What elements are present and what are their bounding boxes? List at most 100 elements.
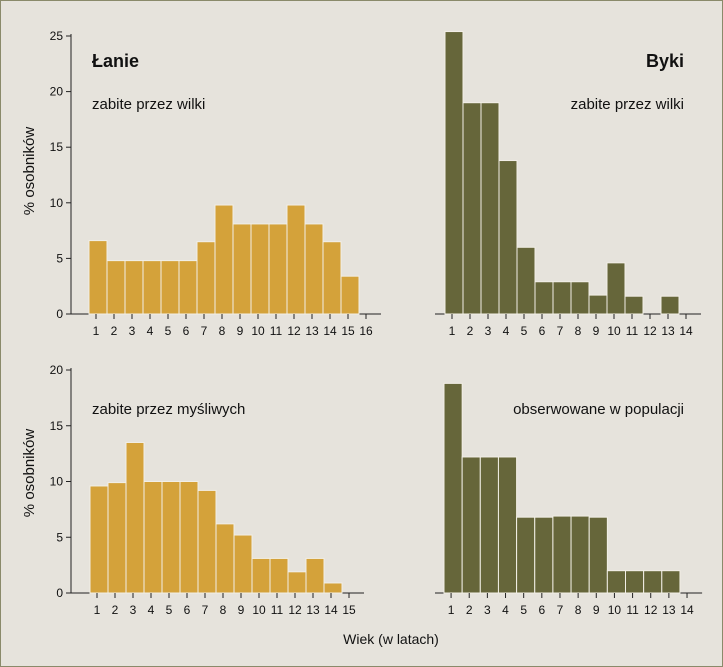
panel-hinds-hunters-bar <box>161 481 181 594</box>
panel-stags-population-x-tick-label: 14 <box>680 603 694 617</box>
panel-hinds-wolves-bar <box>232 223 252 315</box>
panel-stags-wolves-bar <box>516 246 536 315</box>
panel-hinds-hunters-x-tick-label: 9 <box>238 603 245 617</box>
panel-hinds-wolves-bar <box>286 204 306 315</box>
panel-stags-population-bar <box>461 456 481 594</box>
x-axis-title: Wiek (w latach) <box>343 631 439 647</box>
panel-stags-wolves-x-tick-label: 12 <box>643 324 657 338</box>
panel-hinds-hunters-x-tick-label: 3 <box>130 603 137 617</box>
panel-stags-population-bar <box>516 516 536 594</box>
panel-hinds-hunters-bar <box>251 557 271 594</box>
panel-hinds-hunters-bar <box>323 582 343 594</box>
panel-stags-population-bar <box>552 515 572 594</box>
panel-hinds-wolves-bar <box>214 204 234 315</box>
panel-stags-population-bar <box>643 570 663 594</box>
panel-stags-population-x-tick-label: 8 <box>575 603 582 617</box>
panel-stags-population-subtitle: obserwowane w populacji <box>513 401 684 418</box>
panel-stags-population-bar <box>479 456 499 594</box>
panel-stags-wolves-x-tick-label: 9 <box>593 324 600 338</box>
panel-stags-population-x-tick-label: 6 <box>538 603 545 617</box>
panel-stags-wolves-x-tick-label: 2 <box>467 324 474 338</box>
panel-hinds-hunters-x-tick-label: 1 <box>94 603 101 617</box>
panel-stags-wolves-bar <box>444 31 464 315</box>
panel-hinds-wolves-y-tick-label: 15 <box>50 140 64 154</box>
panel-stags-wolves-bar <box>624 295 644 315</box>
panel-stags-wolves-bar <box>552 281 572 315</box>
panel-stags-wolves-bar <box>480 102 500 315</box>
panel-stags-population-bar <box>606 570 626 594</box>
panel-stags-wolves-x-tick-label: 5 <box>521 324 528 338</box>
panel-hinds-hunters-bar <box>269 557 289 594</box>
panel-stags-population-x-tick-label: 2 <box>466 603 473 617</box>
panel-hinds-hunters-x-tick-label: 5 <box>166 603 173 617</box>
panel-hinds-hunters-bar <box>107 482 127 594</box>
panel-hinds-hunters-bar <box>179 481 199 594</box>
panel-hinds-wolves-y-tick-label: 5 <box>56 251 63 265</box>
panel-stags-population-bar <box>570 515 590 594</box>
panel-hinds-wolves-y-axis-title: % osobników <box>21 127 38 216</box>
panel-hinds-hunters-x-tick-label: 4 <box>148 603 155 617</box>
panel-hinds-hunters-x-tick-label: 14 <box>324 603 338 617</box>
panel-hinds-hunters-y-axis-title: % osobników <box>21 429 38 518</box>
panel-hinds-wolves-bar <box>106 260 126 315</box>
panel-hinds-wolves-x-tick-label: 16 <box>359 324 373 338</box>
panel-hinds-wolves-bar <box>196 241 216 315</box>
panel-hinds-hunters-subtitle: zabite przez myśliwych <box>92 401 245 418</box>
panel-stags-population-bar <box>534 516 554 594</box>
panel-stags-population-bar <box>497 456 518 594</box>
panel-hinds-wolves-x-tick-label: 3 <box>129 324 136 338</box>
panel-stags-population-x-tick-label: 5 <box>520 603 527 617</box>
panel-hinds-wolves-x-tick-label: 12 <box>287 324 301 338</box>
panel-stags-wolves-x-tick-label: 7 <box>557 324 564 338</box>
panel-stags-population-x-tick-label: 9 <box>593 603 600 617</box>
panel-hinds-wolves-bar <box>322 241 342 315</box>
panel-hinds-hunters-bar <box>215 523 235 594</box>
panel-hinds-wolves-bar <box>88 240 108 315</box>
panel-hinds-wolves-subtitle: zabite przez wilki <box>92 96 205 113</box>
panel-hinds-wolves-x-tick-label: 1 <box>93 324 100 338</box>
panel-stags-wolves-x-tick-label: 6 <box>539 324 546 338</box>
panel-stags-population-x-tick-label: 12 <box>644 603 658 617</box>
panel-hinds-wolves-x-tick-label: 11 <box>270 324 283 338</box>
panel-hinds-hunters-bar <box>89 485 109 594</box>
panel-hinds-hunters-x-tick-label: 15 <box>342 603 356 617</box>
panel-hinds-hunters-y-tick-label: 15 <box>50 419 64 433</box>
panel-hinds-wolves-x-tick-label: 9 <box>237 324 244 338</box>
panel-hinds-hunters-y-tick-label: 0 <box>56 586 63 600</box>
panel-hinds-hunters-x-tick-label: 11 <box>271 603 284 617</box>
panel-hinds-hunters-x-tick-label: 2 <box>112 603 119 617</box>
panel-stags-wolves-subtitle: zabite przez wilki <box>571 96 684 113</box>
panel-stags-wolves-title: Byki <box>646 51 684 71</box>
panel-hinds-wolves-y-tick-label: 10 <box>50 196 64 210</box>
panel-stags-population-x-tick-label: 7 <box>557 603 564 617</box>
panel-hinds-hunters-bar <box>143 481 163 594</box>
panel-hinds-wolves-bar <box>340 275 360 315</box>
panel-stags-wolves-bar <box>462 102 482 315</box>
panel-hinds-hunters-bar <box>287 571 307 594</box>
panel-hinds-wolves-x-tick-label: 8 <box>219 324 226 338</box>
panel-hinds-wolves-bar <box>268 223 288 315</box>
panel-hinds-wolves-x-tick-label: 15 <box>341 324 355 338</box>
panel-stags-wolves-x-tick-label: 3 <box>485 324 492 338</box>
panel-stags-wolves-x-tick-label: 13 <box>661 324 675 338</box>
panel-hinds-wolves-title: Łanie <box>92 51 139 71</box>
panel-hinds-hunters-y-tick-label: 20 <box>50 363 64 377</box>
panel-stags-population-x-tick-label: 10 <box>608 603 622 617</box>
panel-hinds-wolves-bar <box>178 260 198 315</box>
panel-hinds-hunters-x-tick-label: 12 <box>288 603 302 617</box>
panel-hinds-hunters-x-tick-label: 8 <box>220 603 227 617</box>
panel-hinds-hunters-x-tick-label: 13 <box>306 603 320 617</box>
panel-hinds-hunters-bar <box>197 489 217 594</box>
panel-hinds-hunters-y-tick-label: 10 <box>50 475 64 489</box>
panel-hinds-wolves-y-tick-label: 25 <box>50 29 64 43</box>
panel-hinds-hunters-x-tick-label: 10 <box>252 603 266 617</box>
panel-stags-wolves-bar <box>660 295 680 315</box>
panel-stags-wolves-bar <box>588 294 608 315</box>
panel-stags-population-x-tick-label: 11 <box>626 603 639 617</box>
panel-hinds-wolves-bar <box>250 223 270 315</box>
panel-hinds-hunters-bar <box>125 441 145 594</box>
panel-stags-wolves-x-tick-label: 1 <box>449 324 456 338</box>
panel-stags-wolves-x-tick-label: 4 <box>503 324 510 338</box>
panel-stags-wolves-bar <box>534 281 554 315</box>
